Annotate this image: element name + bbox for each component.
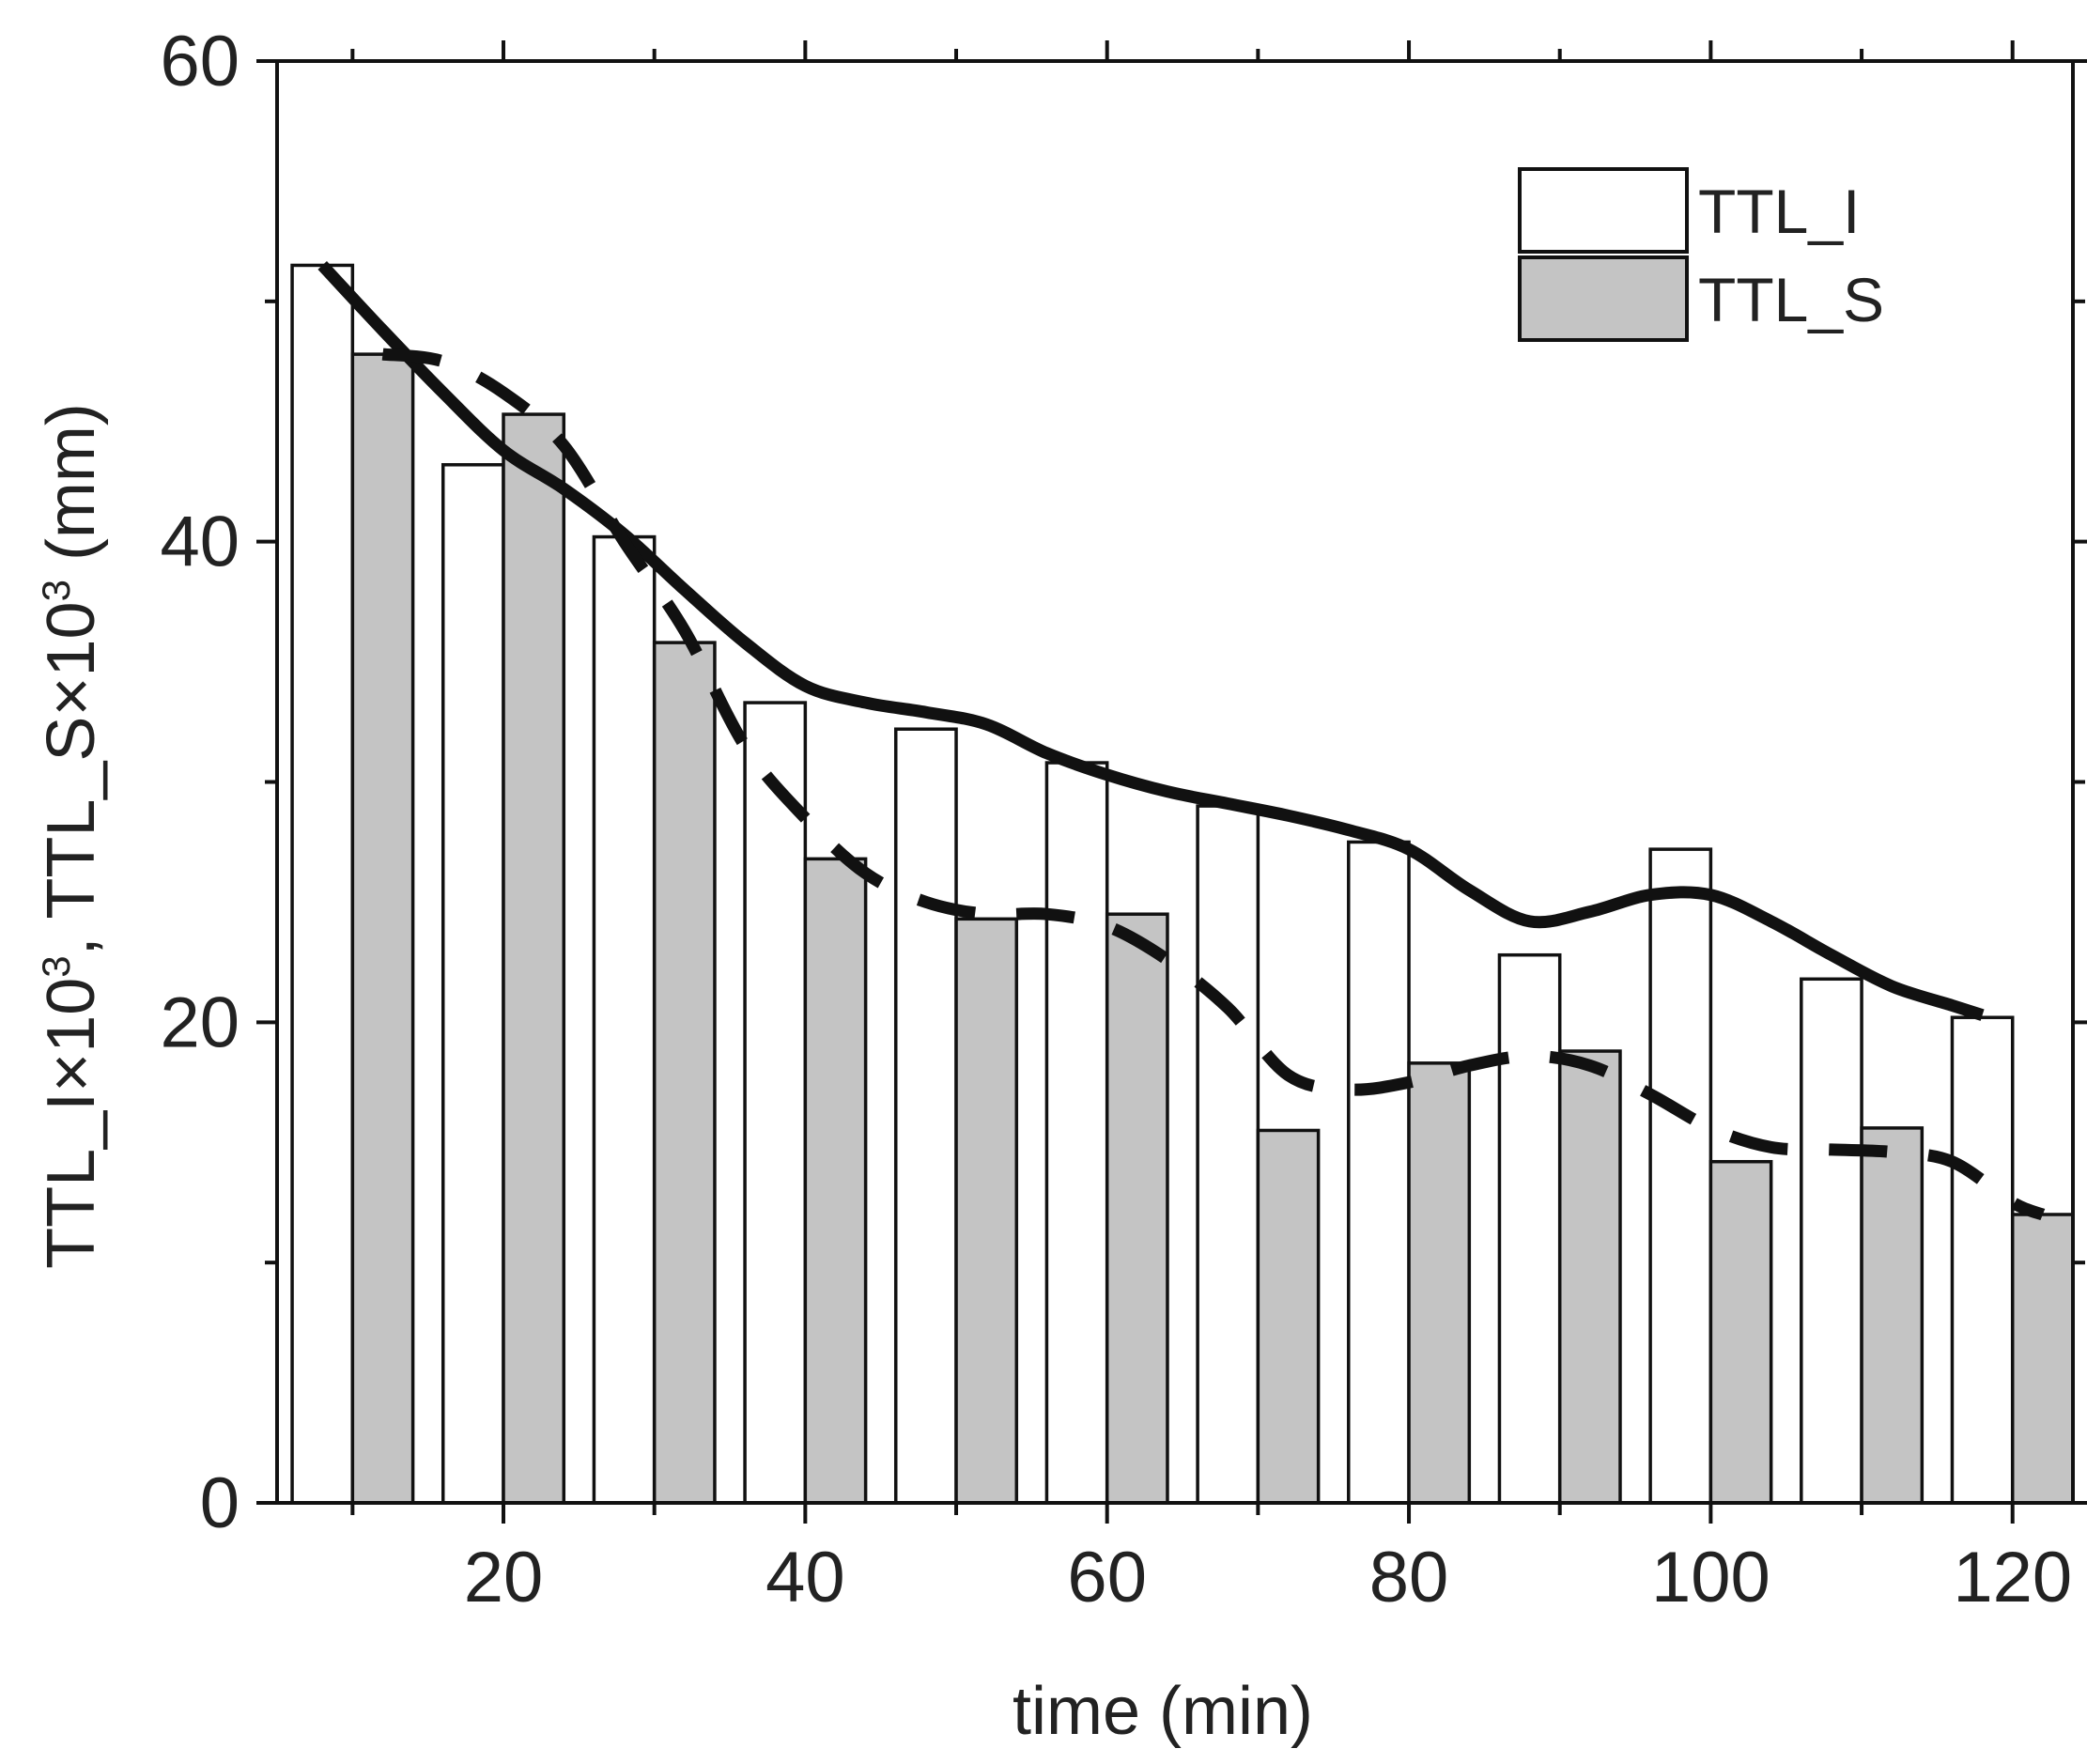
trend-line-dashed	[381, 348, 2046, 1221]
bar-ttl-i	[592, 534, 657, 1505]
bar-ttl-i	[1044, 761, 1109, 1505]
bar-ttl-i	[1497, 952, 1562, 1505]
trend-line-solid	[317, 261, 1985, 1021]
bar-ttl-s	[1105, 912, 1169, 1505]
bar-ttl-i	[1800, 977, 1863, 1505]
bar-ttl-s	[954, 917, 1019, 1505]
bar-ttl-s	[1708, 1159, 1773, 1505]
bar-ttl-i	[441, 463, 505, 1505]
bar-ttl-i	[894, 727, 958, 1505]
bar-ttl-i	[290, 263, 355, 1505]
y-title-segment: (mm)	[34, 403, 109, 580]
x-tick-label: 80	[1369, 1538, 1449, 1617]
bar-ttl-i	[1648, 847, 1713, 1505]
x-tick-label: 60	[1067, 1538, 1147, 1617]
bar-ttl-s	[803, 857, 868, 1505]
y-title-superscript: 3	[34, 580, 78, 601]
legend-swatch-ttl-i	[1518, 167, 1689, 254]
x-tick-label: 20	[464, 1538, 544, 1617]
bar-ttl-i	[1347, 840, 1411, 1505]
bar-ttl-s	[1407, 1061, 1472, 1505]
bar-ttl-s	[350, 352, 415, 1505]
x-tick-label: 120	[1953, 1538, 2072, 1617]
y-title-segment: , TTL_S×10	[34, 601, 109, 955]
trend-lines-layer	[317, 261, 2046, 1221]
legend-label-ttl-s: TTL_S	[1698, 265, 1884, 334]
bar-ttl-s	[502, 412, 566, 1505]
bar-ttl-s	[1860, 1126, 1925, 1505]
y-tick-label: 40	[160, 503, 240, 582]
y-tick-label: 60	[160, 22, 240, 101]
bar-ttl-i	[1950, 1015, 2015, 1505]
y-tick-label: 20	[160, 983, 240, 1062]
bar-ttl-i	[743, 701, 808, 1505]
x-axis-title: time (min)	[1013, 1674, 1313, 1749]
y-title-superscript: 3	[34, 955, 78, 977]
y-title-segment: TTL_I×10	[34, 978, 109, 1269]
bar-ttl-s	[1557, 1049, 1622, 1505]
legend-label-ttl-i: TTL_I	[1698, 177, 1860, 246]
bars-layer	[290, 263, 2075, 1505]
bar-ttl-s	[652, 641, 717, 1505]
y-tick-label: 0	[200, 1463, 240, 1543]
legend-swatch-ttl-s	[1518, 255, 1689, 342]
x-tick-label: 100	[1651, 1538, 1770, 1617]
x-tick-label: 40	[765, 1538, 845, 1617]
bar-ttl-i	[1196, 804, 1260, 1505]
legend: TTL_I TTL_S	[1518, 167, 1884, 342]
bar-ttl-s	[1256, 1128, 1321, 1505]
ticks-layer	[256, 40, 2087, 1524]
tick-labels-layer: 20 40 60 80 100 120 0 20 40 60	[160, 22, 2072, 1617]
bar-ttl-s	[2010, 1213, 2075, 1505]
y-axis-title: TTL_I×103, TTL_S×103 (mm)	[34, 403, 109, 1269]
